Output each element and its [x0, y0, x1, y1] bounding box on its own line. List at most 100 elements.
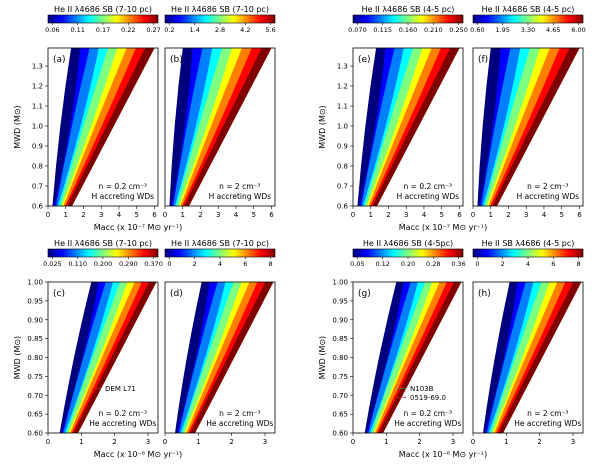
x-tick-label: 0 — [46, 211, 50, 219]
panel-b: He II λ4686 SB (7-10 pc) 0.2 1.4 2.8 4.2 5.6 0… — [163, 5, 276, 219]
colorbar-tick-label: 1.95 — [495, 26, 509, 34]
x-tick-label: 4 — [542, 211, 547, 219]
y-tick-label: 1.3 — [337, 63, 348, 71]
y-tick-label: 0.9 — [337, 143, 348, 151]
y-axis-label: MWD (M⊙) — [318, 105, 327, 148]
plot-area — [364, 282, 462, 433]
plot-frame — [47, 47, 159, 207]
x-tick-label: 6 — [152, 211, 157, 219]
panel-f: He II λ4686 SB (4-5 pc) 0.60 1.95 3.30 4.65 6… — [470, 5, 586, 219]
x-tick-label: 0 — [471, 211, 475, 219]
panel-e: He II λ4686 SB (4-5 pc) 0.070 0.115 0.160 0.… — [318, 5, 487, 232]
colorbar-tick-label: 0.12 — [375, 260, 389, 268]
x-tick-label: 1 — [181, 211, 185, 219]
annotation-density: n = 2 cm⁻³ — [219, 182, 260, 191]
colorbar-title: He II λ4686 SB (4-5 pc) — [362, 5, 455, 14]
colorbar-title: He II λ4686 SB (4-5pc) — [363, 239, 453, 248]
y-tick-label: 0.70 — [27, 392, 43, 400]
colorbar-title: He II λ4686 SB (7-10 pc) — [54, 5, 152, 14]
annotation-density: n = 0.2 cm⁻³ — [99, 409, 148, 418]
y-axis-label: MWD (M⊙) — [13, 105, 22, 148]
y-tick-label: 0.7 — [337, 183, 348, 191]
colorbar — [47, 14, 159, 24]
legend-label: DEM L71 — [105, 385, 136, 393]
y-tick-label: 1.3 — [32, 63, 43, 71]
x-tick-label: 4 — [234, 211, 239, 219]
y-tick-label: 0.6 — [32, 203, 44, 211]
colorbar-tick-label: 0 — [475, 260, 479, 268]
x-tick-label: 4 — [117, 211, 122, 219]
plot-area — [59, 282, 157, 433]
plot-area — [169, 48, 272, 206]
y-tick-label: 0.90 — [27, 316, 43, 324]
x-axis-label: Ṁacc (x 10⁻⁷ M⊙ yr⁻¹) — [94, 222, 182, 232]
x-tick-label: 2 — [506, 211, 510, 219]
y-tick-label: 1.00 — [27, 279, 43, 287]
panel-label: (e) — [358, 55, 371, 65]
x-tick-label: 3 — [99, 211, 103, 219]
colorbar-tick-label: 2 — [193, 260, 197, 268]
x-tick-label: 0 — [351, 211, 355, 219]
y-tick-label: 0.90 — [332, 316, 348, 324]
x-tick-label: 2 — [112, 438, 116, 446]
contour-band — [378, 282, 462, 433]
colorbar-tick-label: 0.370 — [144, 260, 163, 268]
panel-label: (b) — [170, 55, 183, 65]
x-tick-label: 1 — [489, 211, 493, 219]
x-tick-label: 2 — [81, 211, 85, 219]
y-tick-label: 0.60 — [27, 430, 43, 438]
panel-label: (d) — [170, 289, 183, 299]
x-tick-label: 2 — [229, 438, 233, 446]
x-tick-label: 5 — [559, 211, 563, 219]
y-tick-label: 0.6 — [337, 203, 349, 211]
y-tick-label: 0.95 — [27, 297, 43, 305]
panel-label: (g) — [358, 289, 371, 299]
plot-area — [175, 282, 274, 433]
legend-label: 0519-69.0 — [410, 394, 446, 402]
colorbar-tick-label: 0.2 — [164, 26, 174, 34]
plot-area — [477, 48, 580, 206]
colorbar-tick-label: 0.115 — [373, 26, 392, 34]
colorbar-tick-label: 0.28 — [426, 260, 440, 268]
annotation-type: H accreting WDs — [517, 192, 580, 201]
panel-c: He II λ4686 SB (7-10 pc) 0.025 0.110 0.200 0… — [13, 239, 182, 459]
y-tick-label: 0.65 — [27, 411, 43, 419]
colorbar-title: He II SB λ4686 (4-5 pc) — [482, 239, 575, 248]
y-tick-label: 0.80 — [332, 354, 348, 362]
x-axis-label: Ṁacc (x 10⁻⁷ M⊙ yr⁻¹) — [399, 222, 487, 232]
colorbar-tick-label: 1.4 — [190, 26, 200, 34]
x-tick-label: 5 — [251, 211, 255, 219]
y-axis-label: MWD (M⊙) — [13, 336, 22, 379]
plot-frame — [164, 281, 276, 434]
colorbar — [352, 248, 464, 258]
y-tick-label: 1.00 — [332, 279, 348, 287]
plot-area — [357, 48, 460, 206]
annotation-type: He accreting WDs — [89, 419, 156, 428]
plot-frame — [352, 47, 464, 207]
plot-frame — [472, 281, 584, 434]
x-tick-label: 2 — [198, 211, 202, 219]
x-tick-label: 6 — [269, 211, 274, 219]
y-axis-label: MWD (M⊙) — [318, 336, 327, 379]
colorbar-tick-label: 0.11 — [70, 26, 84, 34]
plot-area — [52, 48, 155, 206]
x-tick-label: 0 — [46, 438, 50, 446]
panel-h: He II SB λ4686 (4-5 pc) 0 2 4 6 8 0 1 2 3 (h) n = 2… — [471, 239, 584, 446]
x-tick-label: 3 — [216, 211, 220, 219]
legend-label: N103B — [410, 385, 434, 393]
colorbar-tick-label: 4 — [218, 260, 222, 268]
contour-band — [184, 48, 272, 206]
contour-band — [492, 48, 580, 206]
colorbar-tick-label: 6.00 — [571, 26, 585, 34]
panel-label: (a) — [53, 55, 66, 65]
x-tick-label: 5 — [134, 211, 138, 219]
contour-band — [372, 48, 460, 206]
y-tick-label: 0.75 — [27, 373, 43, 381]
colorbar-title: He II λ4686 SB (7-10 pc) — [171, 5, 269, 14]
x-tick-label: 2 — [386, 211, 390, 219]
colorbar-tick-label: 0.200 — [94, 260, 113, 268]
colorbar-title: He II λ4686 SB (7-10 pc) — [171, 239, 269, 248]
colorbar-tick-label: 0.110 — [68, 260, 87, 268]
x-tick-label: 1 — [504, 438, 508, 446]
